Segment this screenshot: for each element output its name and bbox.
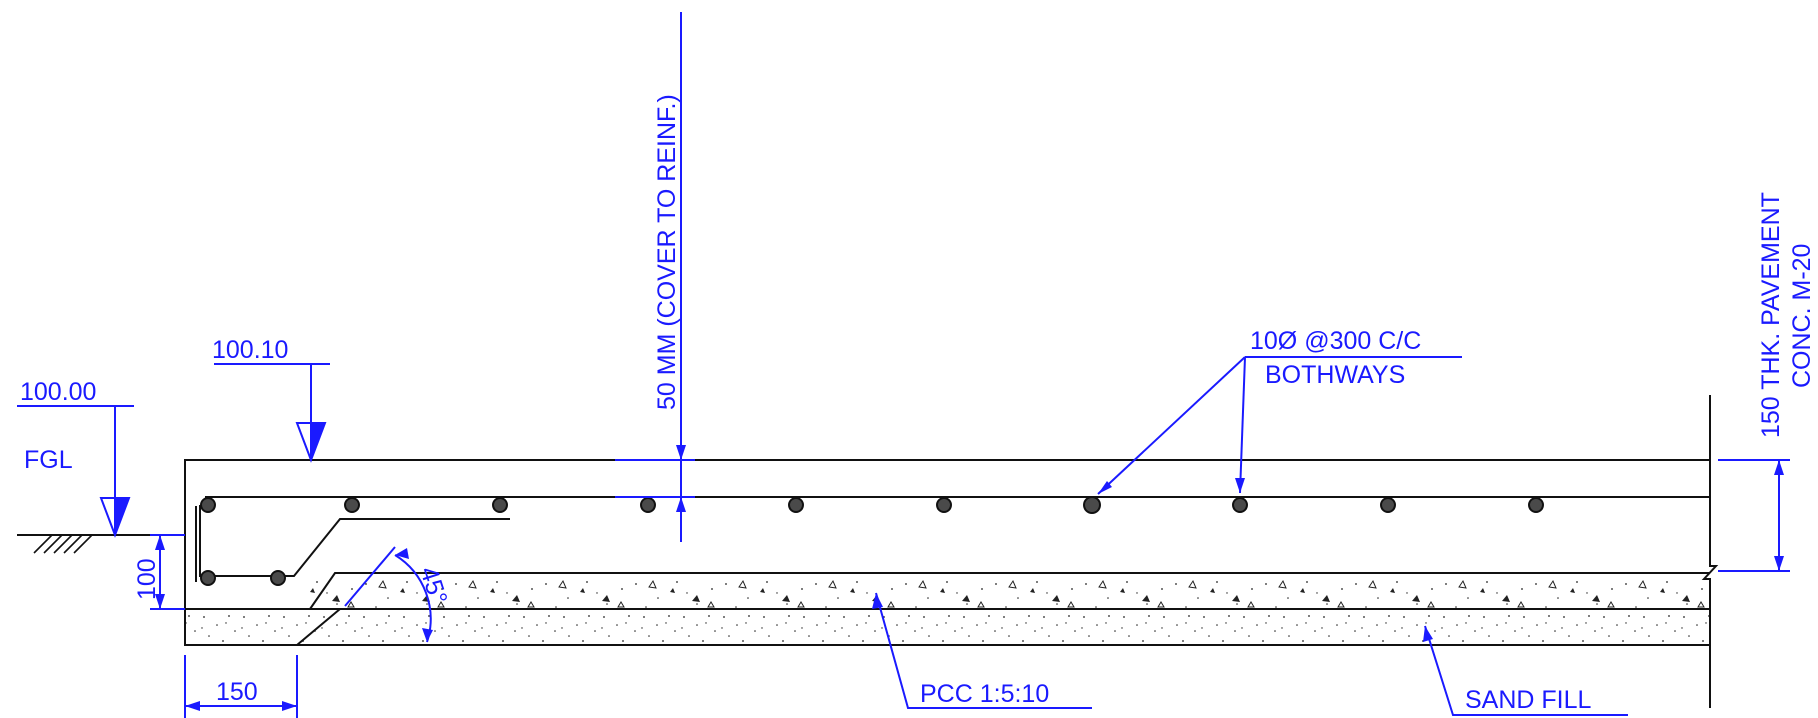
rebar-bar <box>270 570 286 586</box>
reinforcement-callout: 10Ø @300 C/C BOTHWAYS <box>1097 327 1462 495</box>
cover-dimension: 50 MM (COVER TO REINF.) <box>615 12 695 542</box>
sand-fill-text: SAND FILL <box>1465 686 1592 714</box>
cover-note-text: 50 MM (COVER TO REINF.) <box>653 94 681 410</box>
rebar-bar <box>640 497 656 513</box>
dim-150-text: 150 <box>216 678 258 706</box>
rebar-points <box>200 496 1544 586</box>
reinf-line1-text: 10Ø @300 C/C <box>1250 327 1421 355</box>
dim-150: 150 <box>184 655 298 718</box>
fgl-level-text: 100.00 <box>20 378 96 406</box>
pavement-slab <box>184 395 1719 708</box>
pavement-line1-text: 150 THK. PAVEMENT <box>1757 192 1785 438</box>
rebar-bar <box>1232 497 1248 513</box>
pcc-layer <box>310 573 1710 609</box>
rebar-bar <box>788 497 804 513</box>
pavement-thickness-dimension: 150 THK. PAVEMENT CONC. M-20 <box>1718 192 1816 572</box>
fgl-text: FGL <box>24 446 73 474</box>
rebar-bar <box>344 497 360 513</box>
sand-fill-callout: SAND FILL <box>1423 625 1628 716</box>
sand-fill-layer <box>185 609 1710 645</box>
pcc-text: PCC 1:5:10 <box>920 680 1049 708</box>
rebar-bar <box>1083 496 1101 514</box>
pavement-line2-text: CONC. M-20 <box>1788 244 1816 388</box>
rebar-bar <box>1380 497 1396 513</box>
dim-100-text: 100 <box>133 558 161 600</box>
top-level-marker: 100.10 <box>212 336 330 463</box>
top-level-text: 100.10 <box>212 336 288 364</box>
dim-100: 100 <box>133 534 185 610</box>
rebar-bar <box>936 497 952 513</box>
pcc-callout: PCC 1:5:10 <box>872 592 1092 709</box>
reinf-line2-text: BOTHWAYS <box>1265 361 1405 389</box>
fgl-level-marker: 100.00 FGL <box>17 378 134 538</box>
rebar-bar <box>200 497 216 513</box>
rebar-bar <box>200 570 216 586</box>
rebar-bar <box>1528 497 1544 513</box>
rebar-bar <box>492 497 508 513</box>
